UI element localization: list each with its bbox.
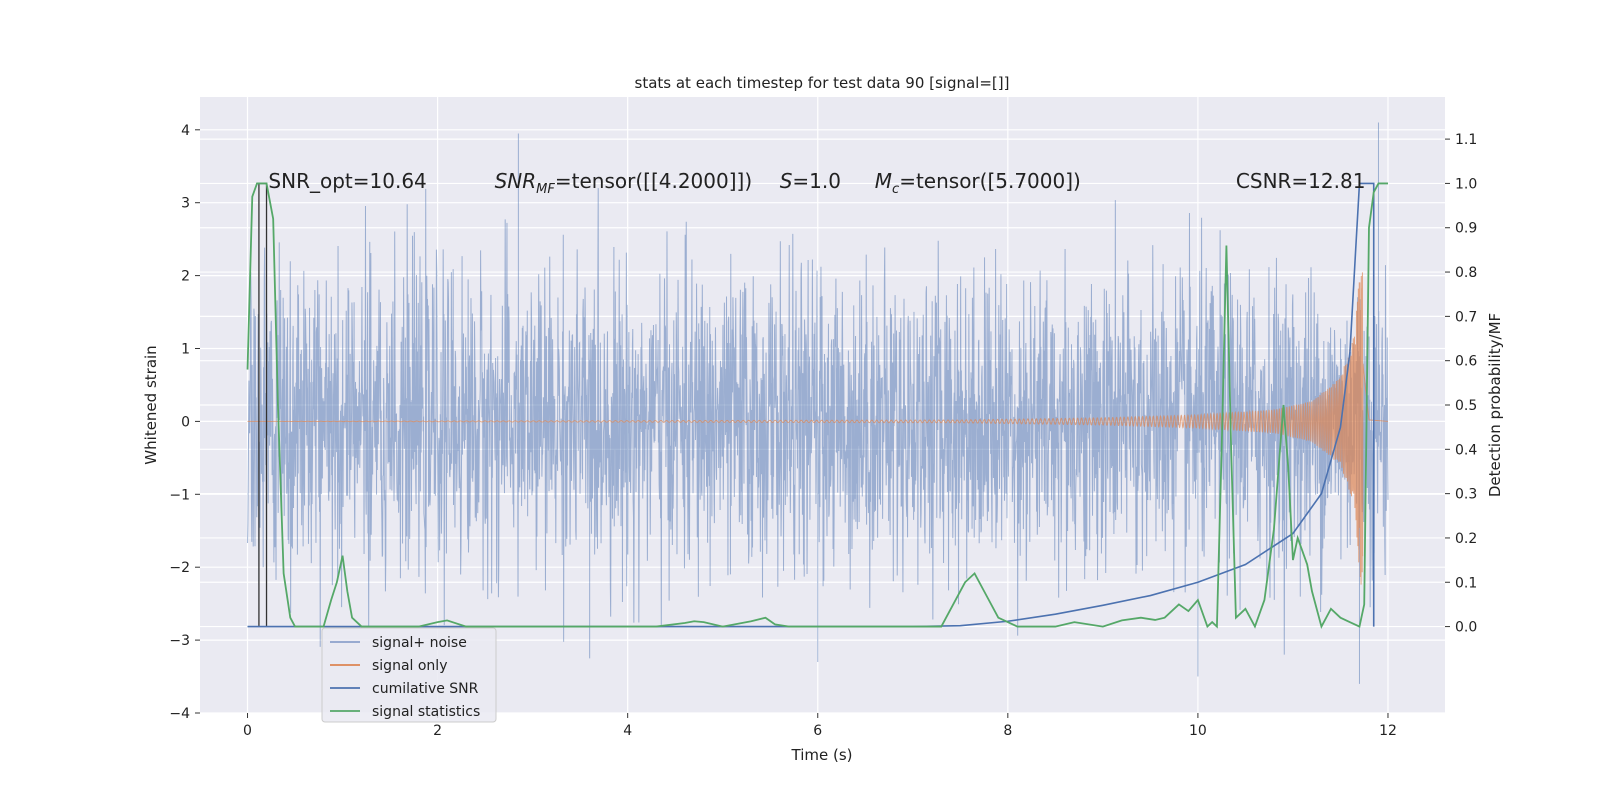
y-left-axis-label: Whitened strain xyxy=(142,345,160,464)
y-right-tick-label: 0.2 xyxy=(1455,531,1477,547)
y-left-tick-label: 3 xyxy=(181,196,190,212)
y-right-tick-label: 0.3 xyxy=(1455,487,1477,503)
y-right-tick-label: 0.1 xyxy=(1455,575,1477,591)
series-layer xyxy=(246,122,1389,684)
x-tick-label: 6 xyxy=(813,723,822,739)
y-left-axis-ticks: −4 −3 −2 −1 0 1 2 3 4 xyxy=(169,123,200,722)
legend-label: signal statistics xyxy=(372,704,480,720)
y-right-tick-label: 1.0 xyxy=(1455,176,1477,192)
legend-box xyxy=(321,627,497,723)
y-left-tick-label: 1 xyxy=(181,342,190,358)
y-left-tick-label: −2 xyxy=(169,560,190,576)
y-right-axis-label: Detection probability/MF xyxy=(1486,313,1504,497)
x-tick-label: 2 xyxy=(433,723,442,739)
x-tick-label: 12 xyxy=(1379,723,1397,739)
series-signal-statistics xyxy=(246,182,1388,630)
annotation-text: Mc=tensor([5.7000]) xyxy=(875,169,1081,197)
y-right-tick-label: 1.1 xyxy=(1455,132,1477,148)
annotation-text: SNRMF=tensor([[4.2000]]) xyxy=(495,169,753,197)
x-axis-ticks: 0 2 4 6 8 10 12 xyxy=(243,713,1397,739)
y-left-tick-label: 2 xyxy=(181,269,190,285)
x-tick-label: 4 xyxy=(623,723,632,739)
series-signal-noise xyxy=(247,122,1389,684)
y-left-tick-label: −1 xyxy=(169,487,190,503)
annotation-text: CSNR=12.81 xyxy=(1236,169,1366,193)
x-tick-label: 0 xyxy=(243,723,252,739)
legend-label: signal only xyxy=(372,658,447,674)
annotations: SNR_opt=10.64 SNRMF=tensor([[4.2000]]) S=1… xyxy=(268,169,1365,197)
legend-label: signal+ noise xyxy=(372,635,467,651)
y-right-tick-label: 0.4 xyxy=(1455,442,1477,458)
y-left-tick-label: 0 xyxy=(181,414,190,430)
y-right-axis-ticks: 0.0 0.1 0.2 0.3 0.4 0.5 0.6 0.7 0.8 0.9 1.0 1.1 xyxy=(1445,132,1477,636)
y-left-tick-label: −4 xyxy=(169,706,190,722)
y-left-tick-label: 4 xyxy=(181,123,190,139)
x-tick-label: 10 xyxy=(1189,723,1207,739)
y-left-tick-label: −3 xyxy=(169,633,190,649)
chart-title: stats at each timestep for test data 90 … xyxy=(635,74,1010,92)
y-right-tick-label: 0.0 xyxy=(1455,620,1477,636)
annotation-text: SNR_opt=10.64 xyxy=(268,169,426,193)
y-right-tick-label: 0.7 xyxy=(1455,309,1477,325)
annotation-text: S=1.0 xyxy=(780,169,841,193)
series-cumulative-snr xyxy=(247,182,1375,628)
y-right-tick-label: 0.8 xyxy=(1455,265,1477,281)
y-right-tick-label: 0.6 xyxy=(1455,354,1477,370)
series-signal-only xyxy=(247,272,1389,585)
y-right-tick-label: 0.9 xyxy=(1455,221,1477,237)
legend-label: cumilative SNR xyxy=(372,681,479,697)
x-axis-label: Time (s) xyxy=(791,746,853,764)
y-right-tick-label: 0.5 xyxy=(1455,398,1477,414)
legend: signal+ noise signal only cumilative SNR si… xyxy=(321,627,497,723)
x-tick-label: 8 xyxy=(1003,723,1012,739)
